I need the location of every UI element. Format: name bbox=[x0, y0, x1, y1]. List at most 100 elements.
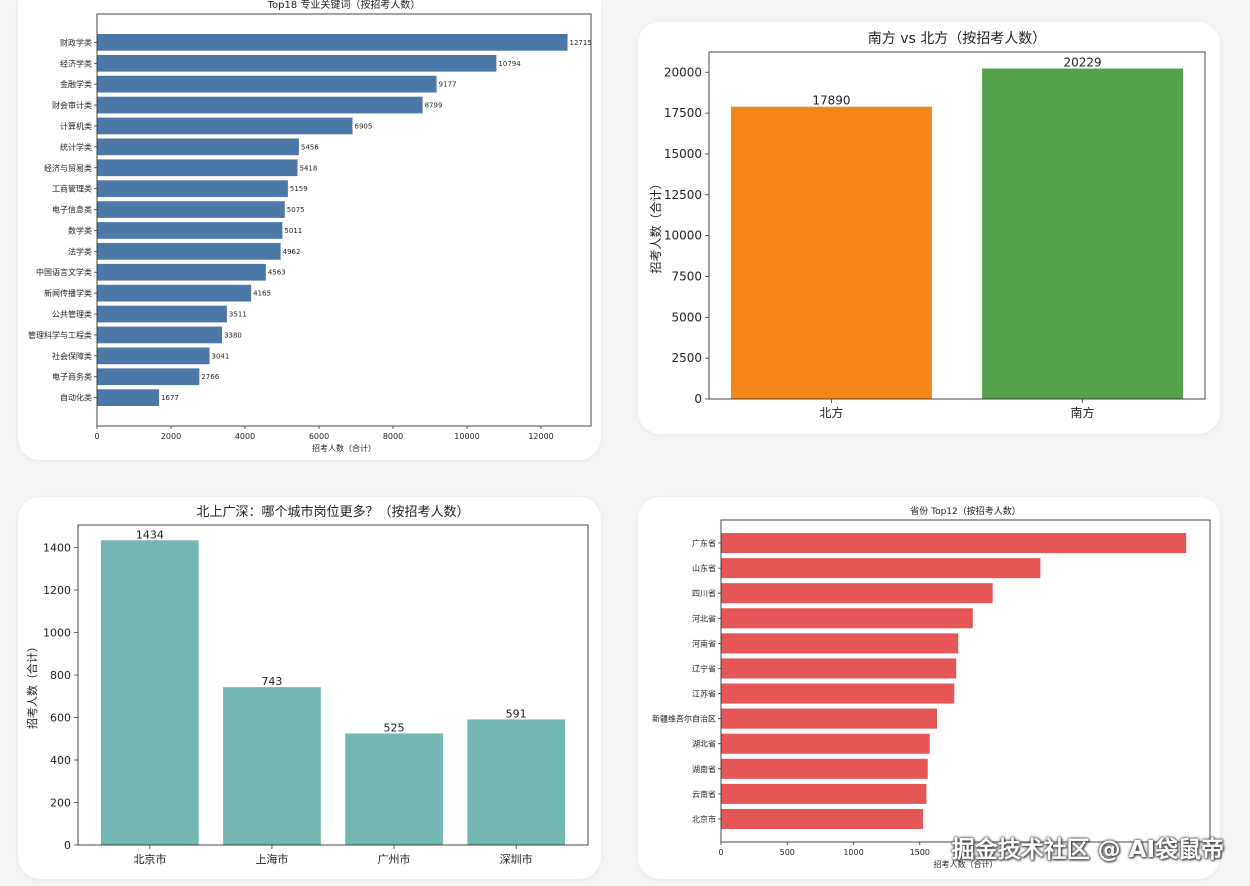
value-label: 4962 bbox=[283, 248, 301, 256]
bar-5 bbox=[97, 117, 353, 135]
category-label: 辽宁省 bbox=[692, 663, 716, 673]
category-label: 社会保障类 bbox=[52, 351, 92, 361]
y-tick-label: 800 bbox=[50, 669, 71, 682]
south-vs-north-chart: 南方 vs 北方（按招考人数） 17890 北方 20229 南方 0 2500 5000 75… bbox=[648, 31, 1206, 420]
x-tick-label: 12000 bbox=[528, 432, 553, 441]
plot-frame bbox=[96, 13, 592, 427]
category-label: 工商管理类 bbox=[52, 184, 92, 194]
y-axis-label: 招考人数（合计） bbox=[648, 177, 663, 273]
bar-7 bbox=[721, 683, 955, 704]
x-tick-label: 2000 bbox=[161, 432, 181, 441]
bar-16 bbox=[97, 347, 210, 365]
bar-7 bbox=[97, 159, 298, 177]
bar-2 bbox=[721, 558, 1041, 579]
bar-8 bbox=[721, 708, 938, 729]
value-label: 525 bbox=[384, 721, 405, 734]
bar-3 bbox=[721, 583, 993, 604]
value-label: 8799 bbox=[425, 102, 443, 110]
bar-6 bbox=[721, 658, 957, 679]
category-label: 数学类 bbox=[68, 225, 92, 235]
top18-majors-chart-card: Top18 专业关键词（按招考人数） 财政学类 12715 经济学类 10794 金融学类… bbox=[18, 0, 601, 460]
bar-3 bbox=[345, 733, 443, 845]
value-label: 2766 bbox=[201, 373, 219, 381]
value-label: 3511 bbox=[229, 311, 247, 319]
category-label: 上海市 bbox=[255, 852, 288, 866]
value-label: 12715 bbox=[570, 39, 592, 47]
chart-title: 北上广深：哪个城市岗位更多？（按招考人数） bbox=[196, 504, 469, 520]
plot-frame bbox=[708, 51, 1206, 400]
category-label: 河北省 bbox=[692, 613, 716, 623]
value-label: 17890 bbox=[812, 94, 850, 108]
y-tick-label: 400 bbox=[50, 754, 71, 767]
category-label: 新疆维吾尔自治区 bbox=[652, 714, 716, 724]
bar-4 bbox=[467, 719, 565, 845]
bar-1 bbox=[731, 106, 932, 400]
bar-18 bbox=[97, 389, 160, 406]
category-label: 北京市 bbox=[692, 814, 716, 824]
y-tick-label: 0 bbox=[64, 839, 71, 852]
y-tick-label: 20000 bbox=[664, 65, 702, 79]
bar-4 bbox=[721, 608, 973, 629]
bar-2 bbox=[982, 68, 1183, 399]
value-label: 591 bbox=[506, 707, 527, 720]
category-label: 山东省 bbox=[692, 563, 716, 573]
category-label: 经济学类 bbox=[60, 58, 92, 68]
bar-9 bbox=[721, 733, 930, 754]
value-label: 3041 bbox=[212, 352, 230, 360]
category-label: 法学类 bbox=[68, 246, 92, 256]
bar-2 bbox=[223, 687, 321, 845]
tier1-cities-chart: 北上广深：哪个城市岗位更多？（按招考人数） 1434 北京市 743 上海市 525 广州市… bbox=[25, 504, 589, 866]
bar-4 bbox=[97, 96, 423, 114]
bar-11 bbox=[721, 783, 927, 804]
bar-10 bbox=[97, 222, 283, 239]
chart-title: 省份 Top12（按招考人数） bbox=[910, 505, 1021, 517]
category-label: 南方 bbox=[1071, 405, 1095, 420]
category-label: 财会审计类 bbox=[52, 100, 92, 110]
value-label: 1677 bbox=[161, 394, 179, 402]
category-label: 管理科学与工程类 bbox=[28, 330, 92, 340]
value-label: 9177 bbox=[439, 81, 457, 89]
chart-title: Top18 专业关键词（按招考人数） bbox=[267, 0, 421, 11]
plot-frame bbox=[77, 524, 589, 846]
x-tick-label: 6000 bbox=[309, 432, 329, 441]
y-tick-label: 600 bbox=[50, 712, 71, 725]
bar-11 bbox=[97, 242, 281, 260]
x-tick-label: 1000 bbox=[843, 848, 863, 857]
category-label: 深圳市 bbox=[500, 852, 533, 866]
value-label: 5456 bbox=[301, 143, 319, 151]
value-label: 5011 bbox=[284, 227, 302, 235]
value-label: 4563 bbox=[268, 269, 286, 277]
y-tick-label: 17500 bbox=[664, 106, 702, 120]
tier1-cities-chart-card: 北上广深：哪个城市岗位更多？（按招考人数） 1434 北京市 743 上海市 525 广州市… bbox=[18, 497, 601, 879]
category-label: 公共管理类 bbox=[52, 309, 92, 319]
bar-1 bbox=[101, 540, 199, 845]
y-tick-label: 0 bbox=[694, 392, 702, 406]
bar-10 bbox=[721, 758, 928, 779]
x-tick-label: 0 bbox=[94, 432, 99, 441]
category-label: 河南省 bbox=[692, 638, 716, 648]
category-label: 自动化类 bbox=[60, 393, 92, 403]
province-top12-chart: 省份 Top12（按招考人数） 广东省山东省四川省河北省河南省辽宁省江苏省新疆维吾… bbox=[652, 505, 1211, 869]
value-label: 4165 bbox=[253, 290, 271, 298]
category-label: 北方 bbox=[819, 405, 843, 420]
value-label: 10794 bbox=[498, 60, 521, 68]
value-label: 3380 bbox=[224, 331, 242, 339]
bar-15 bbox=[97, 326, 223, 344]
category-label: 电子信息类 bbox=[52, 205, 92, 215]
y-tick-label: 5000 bbox=[671, 310, 702, 324]
y-tick-label: 7500 bbox=[671, 269, 702, 283]
x-axis-label: 招考人数（合计） bbox=[312, 443, 376, 453]
y-tick-label: 1000 bbox=[43, 627, 71, 640]
x-axis-label: 招考人数（合计） bbox=[934, 859, 998, 869]
y-tick-label: 2500 bbox=[671, 351, 702, 365]
x-tick-label: 4000 bbox=[235, 432, 255, 441]
value-label: 20229 bbox=[1063, 56, 1101, 70]
top18-majors-chart: Top18 专业关键词（按招考人数） 财政学类 12715 经济学类 10794 金融学类… bbox=[28, 0, 592, 453]
value-label: 6905 bbox=[355, 122, 373, 130]
bar-13 bbox=[97, 284, 252, 302]
bar-2 bbox=[97, 54, 497, 72]
y-tick-label: 15000 bbox=[664, 147, 702, 161]
value-label: 743 bbox=[261, 675, 282, 688]
category-label: 财政学类 bbox=[60, 37, 92, 47]
bar-1 bbox=[721, 533, 1187, 554]
